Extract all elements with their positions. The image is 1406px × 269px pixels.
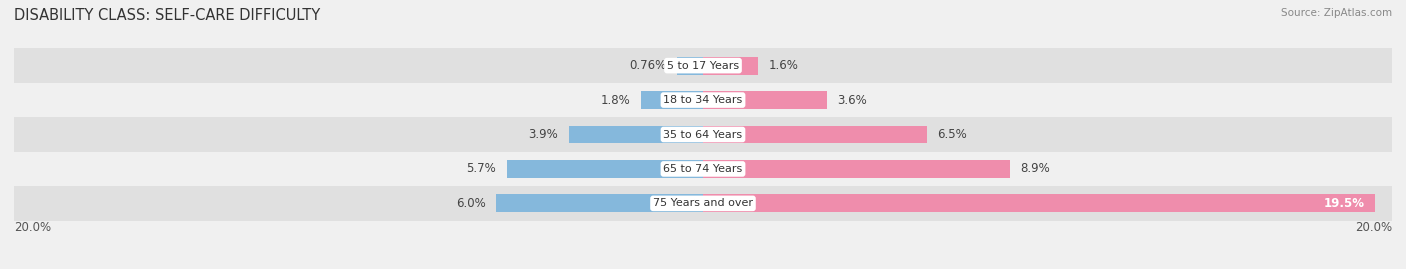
Bar [14, 117, 1392, 152]
Text: 6.0%: 6.0% [456, 197, 486, 210]
Text: 0.76%: 0.76% [630, 59, 666, 72]
Bar [703, 160, 1010, 178]
Text: 20.0%: 20.0% [14, 221, 51, 233]
Bar [676, 57, 703, 75]
Text: 5 to 17 Years: 5 to 17 Years [666, 61, 740, 71]
Text: DISABILITY CLASS: SELF-CARE DIFFICULTY: DISABILITY CLASS: SELF-CARE DIFFICULTY [14, 8, 321, 23]
Text: 65 to 74 Years: 65 to 74 Years [664, 164, 742, 174]
Text: 3.6%: 3.6% [838, 94, 868, 107]
Text: 5.7%: 5.7% [467, 162, 496, 175]
Text: 75 Years and over: 75 Years and over [652, 198, 754, 208]
Bar [641, 91, 703, 109]
Bar [703, 91, 827, 109]
Text: 3.9%: 3.9% [529, 128, 558, 141]
Bar [14, 83, 1392, 117]
Bar [496, 194, 703, 212]
Text: 1.8%: 1.8% [600, 94, 631, 107]
Bar [506, 160, 703, 178]
Text: Source: ZipAtlas.com: Source: ZipAtlas.com [1281, 8, 1392, 18]
Text: 1.6%: 1.6% [769, 59, 799, 72]
Bar [703, 126, 927, 143]
Bar [14, 48, 1392, 83]
Text: 6.5%: 6.5% [938, 128, 967, 141]
Bar [14, 186, 1392, 221]
Text: 20.0%: 20.0% [1355, 221, 1392, 233]
Bar [14, 152, 1392, 186]
Text: 35 to 64 Years: 35 to 64 Years [664, 129, 742, 140]
Bar [703, 194, 1375, 212]
Text: 18 to 34 Years: 18 to 34 Years [664, 95, 742, 105]
Text: 8.9%: 8.9% [1019, 162, 1050, 175]
Text: 19.5%: 19.5% [1323, 197, 1364, 210]
Bar [568, 126, 703, 143]
Bar [703, 57, 758, 75]
